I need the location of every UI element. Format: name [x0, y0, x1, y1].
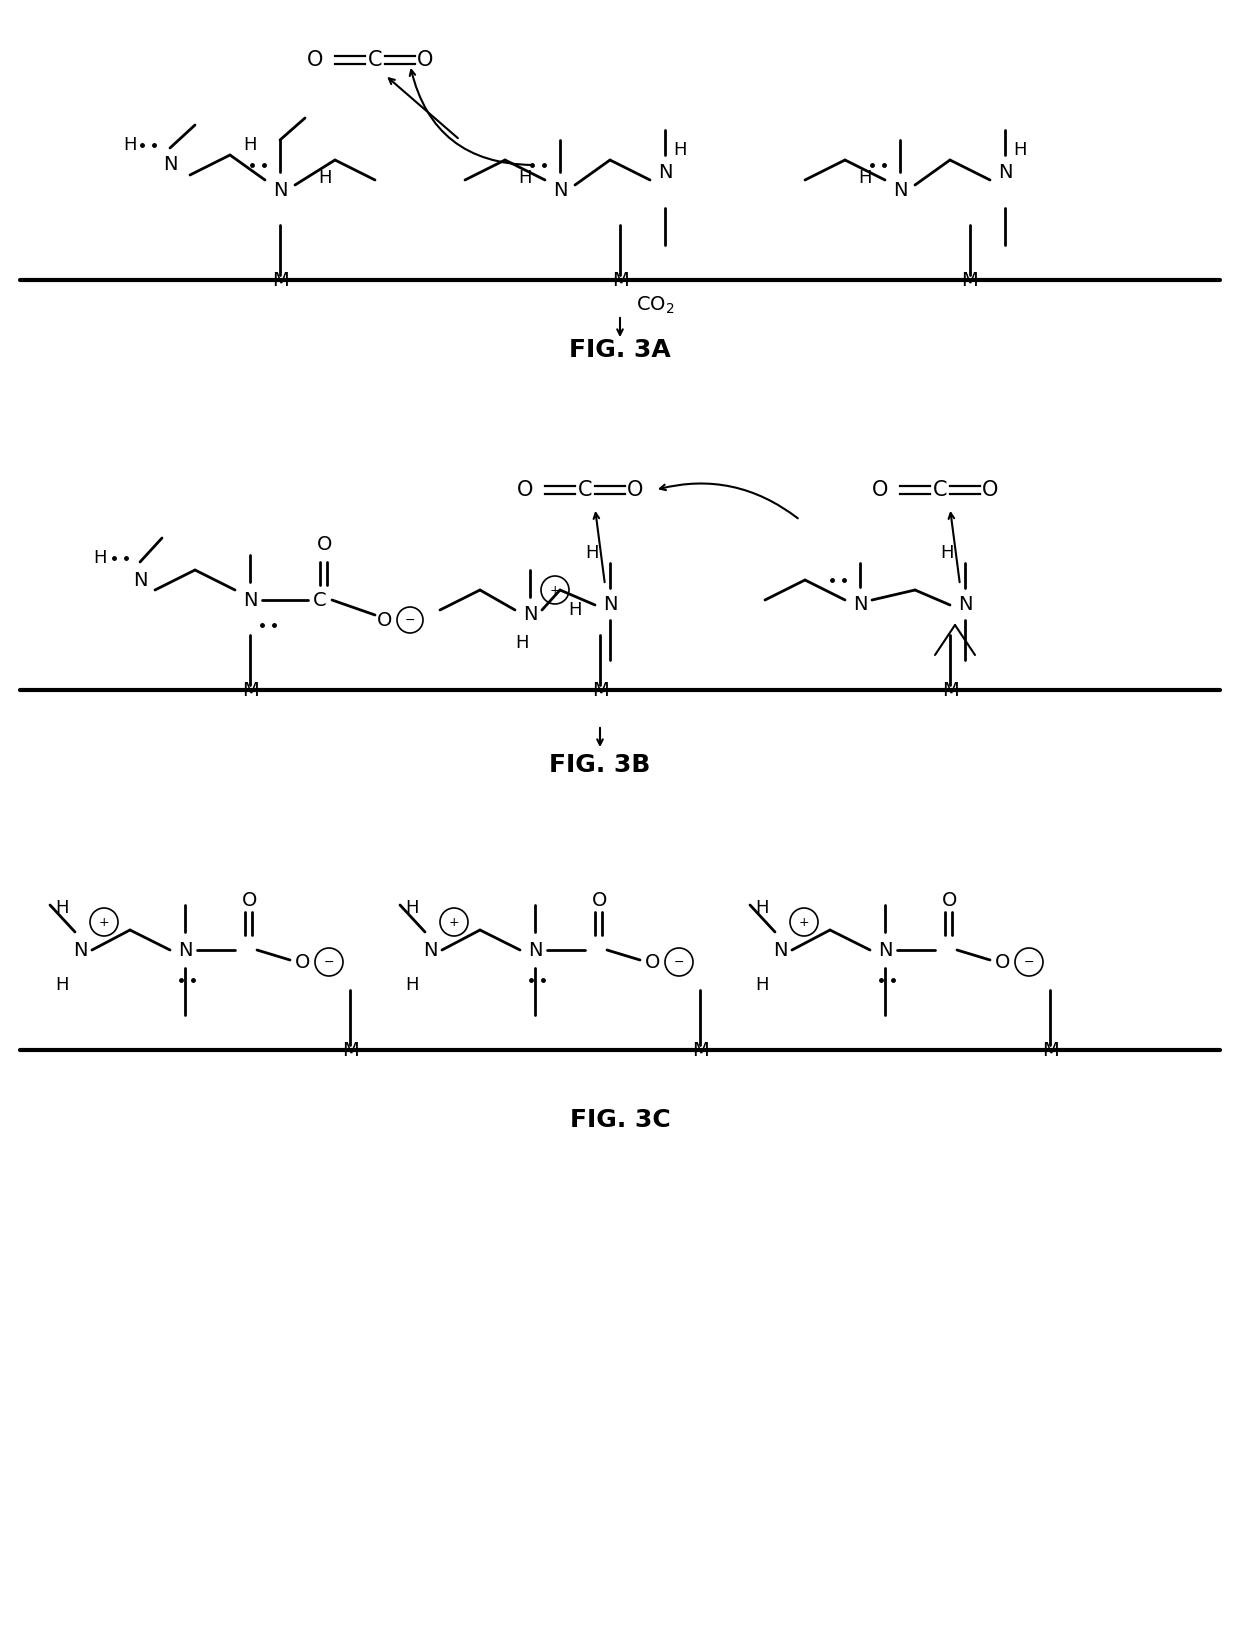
Text: H: H: [123, 135, 136, 153]
Text: H: H: [755, 977, 769, 993]
Text: FIG. 3B: FIG. 3B: [549, 752, 651, 777]
Text: M: M: [242, 680, 258, 700]
Text: C: C: [932, 480, 947, 500]
Text: O: O: [982, 480, 998, 500]
Text: N: N: [423, 940, 438, 960]
Text: O: O: [872, 480, 888, 500]
Text: N: N: [773, 940, 787, 960]
Text: N: N: [177, 940, 192, 960]
Text: O: O: [626, 480, 644, 500]
Text: O: O: [645, 952, 661, 972]
Text: +: +: [549, 584, 560, 597]
Text: C: C: [314, 591, 327, 609]
Text: H: H: [405, 977, 419, 993]
Text: M: M: [591, 680, 609, 700]
Text: H: H: [516, 634, 528, 652]
Text: −: −: [673, 955, 684, 969]
Text: −: −: [324, 955, 335, 969]
Text: N: N: [523, 606, 537, 624]
Text: O: O: [295, 952, 311, 972]
Text: C: C: [578, 480, 593, 500]
Text: FIG. 3C: FIG. 3C: [569, 1109, 671, 1132]
Text: H: H: [755, 899, 769, 917]
Text: N: N: [878, 940, 893, 960]
Text: N: N: [273, 180, 288, 200]
Text: H: H: [243, 135, 257, 153]
Text: N: N: [133, 571, 148, 589]
Text: N: N: [853, 596, 867, 614]
Text: H: H: [56, 977, 68, 993]
Text: O: O: [317, 536, 332, 554]
Text: M: M: [272, 271, 289, 289]
Text: N: N: [243, 591, 257, 609]
Text: M: M: [941, 680, 959, 700]
Text: O: O: [593, 891, 608, 909]
Text: O: O: [942, 891, 957, 909]
Text: N: N: [657, 162, 672, 182]
Text: H: H: [319, 168, 332, 186]
Text: M: M: [611, 271, 629, 289]
Text: +: +: [449, 916, 459, 929]
Text: N: N: [553, 180, 567, 200]
Text: +: +: [799, 916, 810, 929]
Text: H: H: [585, 544, 599, 563]
Text: O: O: [377, 610, 393, 630]
Text: H: H: [405, 899, 419, 917]
Text: M: M: [342, 1041, 358, 1059]
Text: O: O: [242, 891, 258, 909]
Text: H: H: [940, 544, 954, 563]
Text: H: H: [858, 168, 872, 186]
Text: H: H: [673, 140, 687, 158]
Text: O: O: [417, 50, 433, 69]
Text: N: N: [957, 596, 972, 614]
Text: O: O: [306, 50, 324, 69]
Text: O: O: [996, 952, 1011, 972]
Text: H: H: [1013, 140, 1027, 158]
Text: M: M: [692, 1041, 708, 1059]
Text: M: M: [962, 271, 978, 289]
Text: N: N: [998, 162, 1012, 182]
Text: H: H: [56, 899, 68, 917]
Text: C: C: [368, 50, 382, 69]
Text: H: H: [568, 601, 582, 619]
Text: −: −: [1024, 955, 1034, 969]
Text: N: N: [73, 940, 87, 960]
Text: H: H: [518, 168, 532, 186]
Text: CO$_2$: CO$_2$: [636, 294, 675, 315]
Text: FIG. 3A: FIG. 3A: [569, 338, 671, 361]
Text: N: N: [603, 596, 618, 614]
Text: −: −: [404, 614, 415, 627]
Text: O: O: [517, 480, 533, 500]
Text: M: M: [1042, 1041, 1059, 1059]
Text: N: N: [528, 940, 542, 960]
Text: N: N: [162, 155, 177, 175]
Text: H: H: [93, 549, 107, 568]
Text: +: +: [99, 916, 109, 929]
Text: N: N: [893, 180, 908, 200]
